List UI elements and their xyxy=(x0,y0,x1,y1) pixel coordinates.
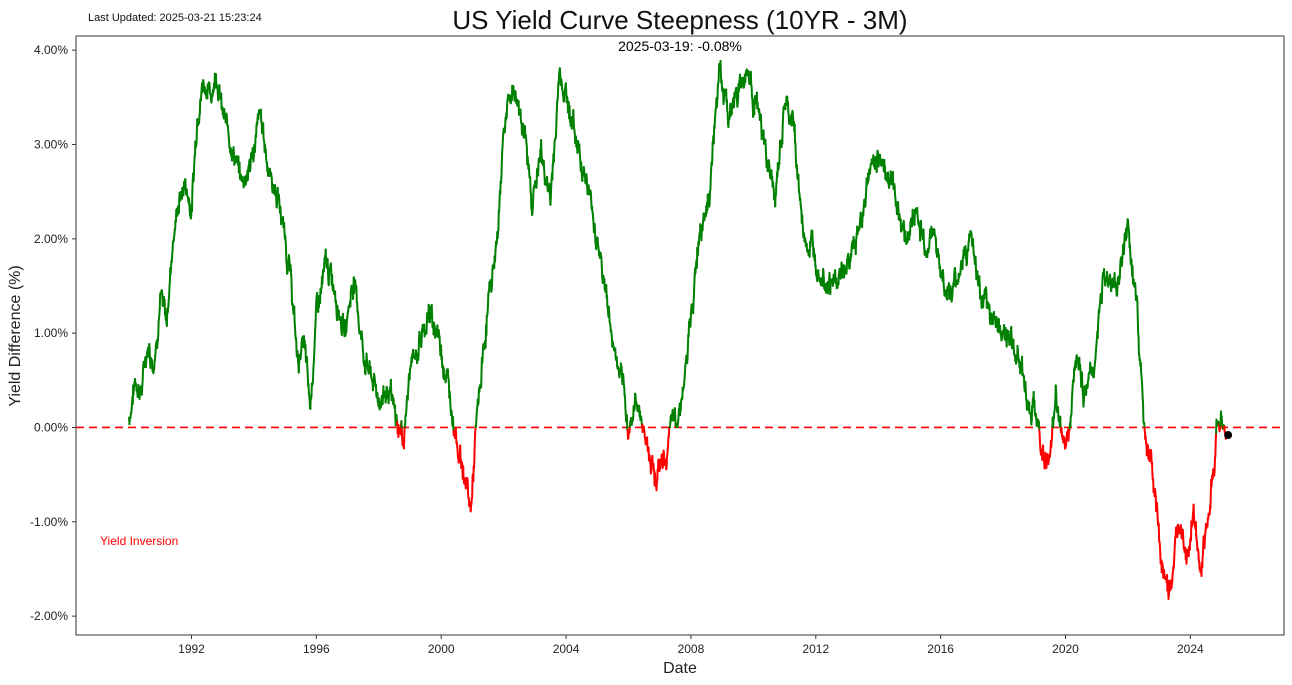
x-tick-label: 2020 xyxy=(1052,642,1079,656)
y-tick-label: 1.00% xyxy=(34,326,68,340)
x-tick-label: 1992 xyxy=(178,642,205,656)
latest-value-marker xyxy=(1224,431,1233,440)
y-axis: -2.00% -1.00% 0.00% 1.00% 2.00% 3.00% 4.00% xyxy=(30,43,76,623)
x-tick-label: 2024 xyxy=(1177,642,1204,656)
y-tick-label: 2.00% xyxy=(34,232,68,246)
plot-frame xyxy=(75,35,1285,636)
yield-inversion-label: Yield Inversion xyxy=(100,534,178,548)
x-axis: 1992 1996 2000 2004 2008 2012 2016 2020 2024 xyxy=(178,635,1204,656)
x-tick-label: 2016 xyxy=(927,642,954,656)
y-tick-label: -1.00% xyxy=(30,515,68,529)
x-axis-title: Date xyxy=(663,660,697,677)
x-tick-label: 2000 xyxy=(428,642,455,656)
y-axis-title: Yield Difference (%) xyxy=(7,265,24,406)
y-tick-label: 4.00% xyxy=(34,43,68,57)
x-tick-label: 2004 xyxy=(553,642,580,656)
x-tick-label: 1996 xyxy=(303,642,330,656)
x-tick-label: 2012 xyxy=(802,642,829,656)
latest-value-label: 2025-03-19: -0.08% xyxy=(618,38,742,54)
y-tick-label: 0.00% xyxy=(34,420,68,434)
yield-spread-series xyxy=(128,60,1230,600)
chart-title: US Yield Curve Steepness (10YR - 3M) xyxy=(452,5,907,35)
x-tick-label: 2008 xyxy=(678,642,705,656)
y-tick-label: 3.00% xyxy=(34,137,68,151)
last-updated-text: Last Updated: 2025-03-21 15:23:24 xyxy=(88,12,262,24)
y-tick-label: -2.00% xyxy=(30,609,68,623)
